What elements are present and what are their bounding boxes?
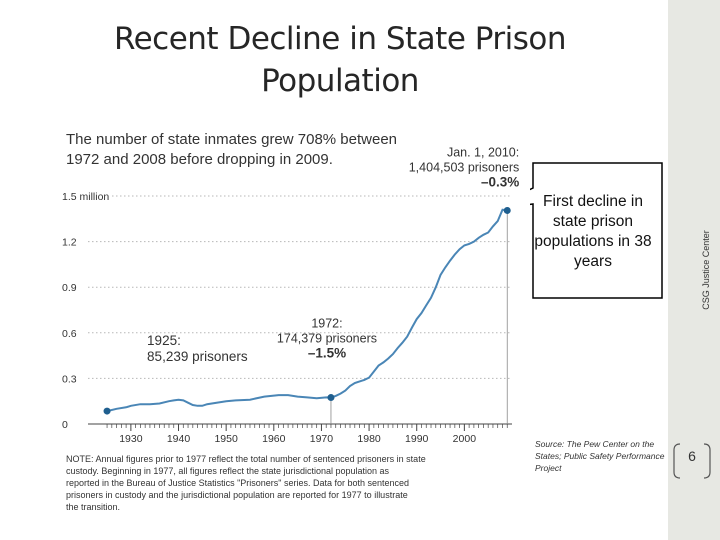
chart-title-line: 1972 and 2008 before dropping in 2009. [66, 151, 333, 168]
x-tick-label: 1970 [310, 433, 334, 445]
highlight-label: 1972: [311, 317, 342, 331]
chart-note-line: prisoners in custody and the jurisdictio… [66, 490, 408, 500]
y-tick-label: 0 [62, 419, 68, 431]
chart-title: The number of state inmates grew 708% be… [66, 131, 397, 168]
chart-note-line: NOTE: Annual figures prior to 1977 refle… [66, 454, 426, 464]
y-tick-label: 1.5 million [62, 191, 109, 203]
page-number: 6 [688, 448, 696, 464]
highlight-label: –1.5% [308, 346, 346, 361]
y-axis: 1.5 million 1.2 0.9 0.6 0.3 0 [62, 191, 109, 431]
highlight-point [103, 407, 111, 415]
highlight-label: 1,404,503 prisoners [409, 160, 520, 174]
y-tick-label: 1.2 [62, 237, 77, 249]
chart-note: NOTE: Annual figures prior to 1977 refle… [66, 454, 426, 512]
y-tick-label: 0.3 [62, 373, 77, 385]
grid [88, 195, 512, 379]
highlight-point [503, 206, 511, 214]
highlight-label: –0.3% [481, 174, 519, 189]
highlight-label: 85,239 prisoners [147, 349, 248, 364]
x-axis: 1930 1940 1950 1960 1970 1980 1990 2000 [88, 423, 512, 445]
highlight-markers [103, 206, 511, 415]
chart-note-line: reported in the Bureau of Justice Statis… [66, 478, 409, 488]
x-tick-label: 1960 [262, 433, 286, 445]
sidebar-label-text: CSG Justice Center [701, 230, 711, 310]
annotations: 1925:85,239 prisoners 1972:174,379 prison… [147, 145, 519, 364]
highlight-label: 1925: [147, 333, 181, 348]
x-tick-label: 1940 [167, 433, 191, 445]
callout-bubble [530, 162, 663, 299]
x-tick-label: 1980 [357, 433, 381, 445]
sidebar-label: CSG Justice Center [696, 200, 716, 340]
slide-title: Recent Decline in State Prison Populatio… [113, 21, 567, 99]
x-tick-label: 1950 [214, 433, 238, 445]
highlight-label: Jan. 1, 2010: [447, 145, 519, 159]
x-tick-label: 1990 [405, 433, 429, 445]
highlight-guides [330, 210, 508, 424]
chart-note-line: the transition. [66, 502, 120, 510]
y-tick-label: 0.9 [62, 282, 77, 294]
source-note: Source: The Pew Center on the States; Pu… [535, 439, 665, 473]
sidebar-band [668, 0, 720, 540]
chart: The number of state inmates grew 708% be… [62, 131, 519, 512]
chart-panel: The number of state inmates grew 708% be… [60, 126, 520, 512]
chart-note-line: custody. Beginning in 1977, all figures … [66, 466, 390, 476]
highlight-point [327, 394, 335, 402]
y-tick-label: 0.6 [62, 328, 77, 340]
page-number-bracket [673, 443, 711, 479]
chart-title-line: The number of state inmates grew 708% be… [66, 131, 397, 148]
callout-text: First decline in state prison population… [534, 193, 652, 270]
x-tick-label: 2000 [453, 433, 477, 445]
x-tick-label: 1930 [119, 433, 143, 445]
highlight-label: 174,379 prisoners [277, 332, 377, 346]
series-line [106, 208, 508, 413]
